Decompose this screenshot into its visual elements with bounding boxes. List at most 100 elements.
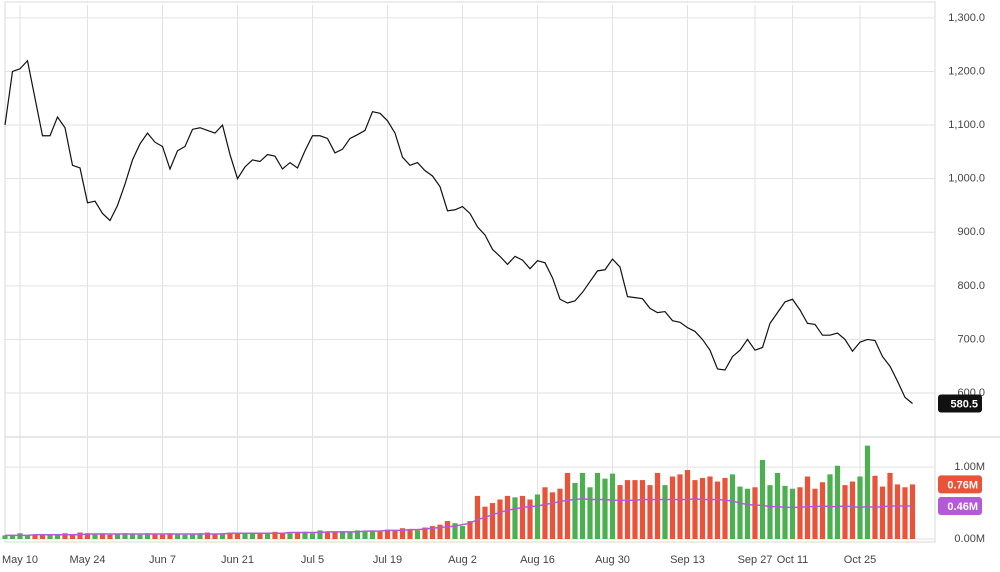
volume-bar xyxy=(759,459,766,539)
x-tick-label: Jul 19 xyxy=(373,554,402,566)
volume-bar xyxy=(407,528,413,539)
volume-bar xyxy=(369,530,376,539)
volume-bar xyxy=(512,497,518,539)
volume-bar xyxy=(497,499,503,539)
volume-bar xyxy=(414,530,421,539)
volume-bar xyxy=(129,533,136,539)
volume-bar xyxy=(834,465,841,539)
x-tick-label: Sep 13 xyxy=(670,554,705,566)
x-tick-label: Sep 27 xyxy=(738,554,773,566)
volume-bar xyxy=(422,527,428,539)
volume-bar xyxy=(339,531,346,539)
volume-bar xyxy=(767,485,773,539)
volume-bar xyxy=(32,534,38,539)
volume-bar xyxy=(219,533,226,539)
volume-bar xyxy=(789,488,796,539)
x-tick-label: Jul 5 xyxy=(301,554,324,566)
volume-bar xyxy=(137,534,143,539)
volume-bar xyxy=(9,534,16,539)
volume-bar xyxy=(347,531,353,539)
volume-bar xyxy=(287,533,293,539)
volume-bar xyxy=(849,481,856,539)
volume-bar xyxy=(647,485,653,539)
volume-bar xyxy=(242,533,248,539)
volume-bar xyxy=(557,488,563,539)
volume-bar xyxy=(392,530,398,539)
y-tick-label: 700.0 xyxy=(957,333,985,345)
volume-bar xyxy=(152,533,158,539)
volume-bar xyxy=(107,534,113,539)
y-tick-label: 1,000.0 xyxy=(948,173,985,185)
value-badge-label: 0.46M xyxy=(947,501,978,513)
volume-bar xyxy=(272,531,278,539)
volume-bar xyxy=(624,480,631,539)
x-tick-label: Aug 30 xyxy=(595,554,630,566)
volume-bar xyxy=(527,499,533,539)
plot-frame xyxy=(4,1,936,543)
volume-bar xyxy=(174,533,181,539)
volume-bar xyxy=(69,533,76,539)
volume-bar xyxy=(609,473,616,539)
volume-bar xyxy=(782,485,788,539)
volume-bar xyxy=(47,535,53,539)
volume-bar xyxy=(309,533,316,539)
volume-bar xyxy=(317,530,323,539)
volume-bar xyxy=(707,476,713,539)
x-tick-label: Aug 16 xyxy=(520,554,555,566)
volume-bar xyxy=(519,495,526,539)
volume-bar xyxy=(549,492,556,539)
volume-bar xyxy=(579,472,586,539)
volume-bar xyxy=(249,533,256,539)
value-badge xyxy=(938,496,982,515)
volume-bar xyxy=(39,533,46,539)
y-tick-label: 1,300.0 xyxy=(948,12,985,24)
volume-bar xyxy=(894,484,901,539)
volume-bar xyxy=(842,485,848,539)
volume-bar xyxy=(587,487,593,539)
volume-bar xyxy=(182,534,188,539)
volume-bar xyxy=(54,534,61,539)
volume-bar xyxy=(654,472,661,539)
volume-bar xyxy=(602,478,608,539)
volume-bar xyxy=(197,533,203,539)
volume-bar xyxy=(797,487,803,539)
x-tick-label: May 10 xyxy=(2,554,38,566)
volume-bar xyxy=(534,494,541,539)
x-tick-label: Oct 25 xyxy=(844,554,876,566)
volume-bar xyxy=(399,528,406,539)
volume-bar xyxy=(699,477,706,539)
x-tick-label: Oct 11 xyxy=(777,554,809,566)
volume-bar xyxy=(324,532,331,539)
volume-bar xyxy=(542,487,548,539)
x-tick-label: Aug 2 xyxy=(448,554,477,566)
volume-bar xyxy=(212,533,218,539)
volume-bar xyxy=(677,474,683,539)
volume-bar xyxy=(114,533,121,539)
volume-bar xyxy=(24,535,31,539)
value-badge-label: 580.5 xyxy=(950,398,978,410)
volume-bar xyxy=(474,495,481,539)
y-tick-label: 1.00M xyxy=(954,461,985,473)
volume-bar xyxy=(279,532,286,539)
volume-bar xyxy=(452,523,458,539)
volume-bar xyxy=(332,531,338,539)
volume-bar xyxy=(909,484,916,539)
volume-bar xyxy=(234,533,241,539)
volume-bar xyxy=(662,485,668,539)
volume-bar xyxy=(669,476,676,539)
x-tick-label: Jun 7 xyxy=(149,554,176,566)
y-tick-label: 800.0 xyxy=(957,280,985,292)
volume-bar xyxy=(2,535,8,539)
volume-bar xyxy=(189,533,196,539)
volume-bar xyxy=(459,526,466,539)
volume-bar xyxy=(639,480,646,539)
volume-bar xyxy=(804,476,811,539)
volume-bar xyxy=(144,533,151,539)
y-tick-label: 1,100.0 xyxy=(948,119,985,131)
y-tick-label: 900.0 xyxy=(957,226,985,238)
volume-bar xyxy=(564,472,571,539)
price-line xyxy=(4,59,913,404)
volume-bar xyxy=(377,531,383,539)
value-badge-label: 0.76M xyxy=(947,479,978,491)
volume-bar xyxy=(384,529,391,539)
